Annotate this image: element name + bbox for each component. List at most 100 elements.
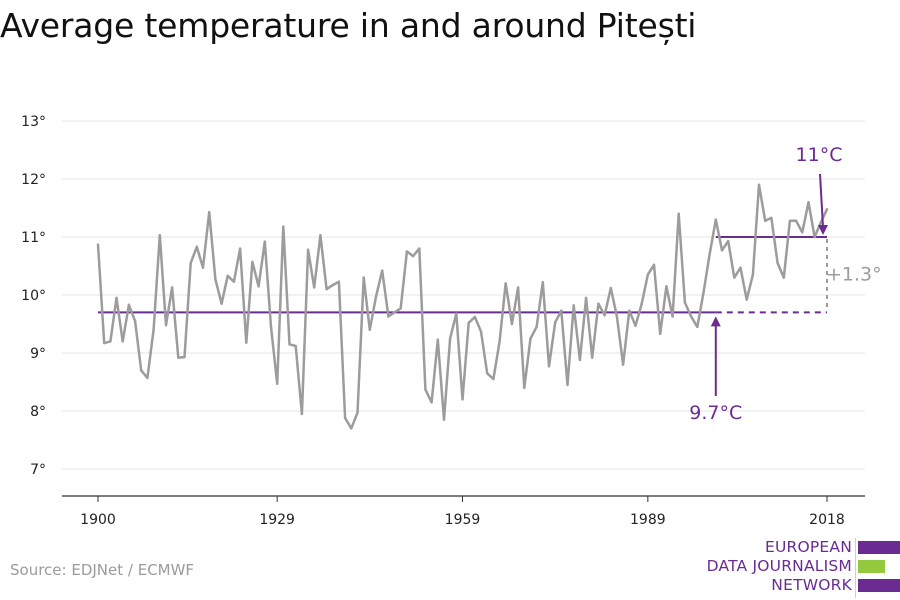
data-point bbox=[275, 382, 279, 385]
data-point bbox=[498, 340, 501, 343]
data-point bbox=[708, 253, 711, 256]
data-point bbox=[189, 261, 192, 265]
data-point bbox=[461, 398, 464, 401]
data-point bbox=[702, 292, 705, 295]
data-point bbox=[739, 266, 742, 269]
x-axis-ticks: 1900 1929 1959 1989 2018 bbox=[80, 496, 845, 528]
data-point bbox=[380, 269, 384, 272]
x-tick-label: 1959 bbox=[445, 512, 481, 528]
data-point bbox=[510, 322, 514, 326]
data-point bbox=[356, 411, 359, 414]
data-point bbox=[597, 302, 600, 305]
data-point bbox=[337, 280, 341, 283]
data-point bbox=[733, 276, 736, 279]
y-tick-label: 7° bbox=[30, 462, 46, 478]
y-tick-label: 10° bbox=[21, 288, 46, 304]
data-point bbox=[788, 219, 792, 222]
data-point bbox=[825, 207, 829, 211]
chart-title: Average temperature in and around Piteșt… bbox=[0, 6, 697, 45]
data-point bbox=[584, 296, 588, 300]
data-point bbox=[214, 278, 217, 281]
data-point bbox=[325, 288, 328, 291]
data-point bbox=[794, 219, 798, 222]
logo-bar-green bbox=[858, 560, 885, 573]
data-point bbox=[665, 285, 668, 288]
data-point bbox=[782, 276, 785, 279]
baseline-label: 9.7°C bbox=[689, 402, 742, 424]
data-point bbox=[430, 401, 433, 404]
y-tick-label: 12° bbox=[21, 172, 46, 188]
logo-line-3: NETWORK bbox=[771, 576, 852, 594]
data-point bbox=[819, 221, 823, 224]
y-tick-label: 13° bbox=[21, 114, 46, 130]
x-tick-label: 1989 bbox=[630, 512, 666, 528]
data-point bbox=[374, 295, 378, 298]
data-point bbox=[158, 234, 161, 237]
data-point bbox=[751, 273, 755, 276]
logo-line-1: EUROPEAN bbox=[764, 538, 852, 556]
data-point bbox=[251, 260, 254, 264]
data-point bbox=[418, 247, 421, 250]
data-point bbox=[362, 276, 365, 279]
data-point bbox=[615, 315, 619, 318]
data-point bbox=[288, 343, 291, 346]
data-point bbox=[776, 261, 779, 265]
data-point bbox=[683, 301, 687, 304]
x-tick-label: 2018 bbox=[809, 512, 845, 528]
recent-arrow bbox=[819, 173, 824, 228]
data-point bbox=[560, 309, 563, 312]
data-point bbox=[226, 274, 229, 278]
data-point bbox=[306, 248, 310, 251]
data-point bbox=[553, 321, 557, 324]
data-point bbox=[628, 309, 631, 312]
data-point bbox=[448, 337, 452, 340]
x-tick-label: 1900 bbox=[80, 512, 116, 528]
data-point bbox=[621, 363, 625, 366]
annotation-labels: 9.7°C 11°C +1.3° bbox=[689, 144, 881, 424]
y-tick-label: 9° bbox=[30, 346, 46, 362]
data-point bbox=[115, 296, 118, 300]
data-point bbox=[726, 239, 730, 243]
data-point bbox=[220, 302, 223, 305]
data-point bbox=[591, 356, 594, 359]
y-tick-label: 8° bbox=[30, 404, 46, 420]
data-point bbox=[109, 340, 112, 343]
data-point bbox=[770, 216, 773, 220]
data-points bbox=[96, 183, 829, 430]
temperature-series-line bbox=[96, 183, 829, 430]
data-point bbox=[801, 231, 804, 234]
data-point bbox=[813, 235, 816, 239]
data-point bbox=[646, 273, 650, 276]
data-point bbox=[140, 369, 143, 372]
data-point bbox=[609, 286, 612, 290]
data-point bbox=[696, 325, 699, 329]
data-point bbox=[343, 416, 347, 420]
data-point bbox=[232, 280, 236, 283]
annotations bbox=[98, 236, 828, 314]
data-point bbox=[201, 266, 205, 269]
data-point bbox=[603, 314, 606, 317]
data-point bbox=[677, 212, 680, 215]
data-point bbox=[442, 418, 446, 421]
data-point bbox=[319, 234, 322, 237]
data-point bbox=[238, 247, 242, 250]
data-point bbox=[183, 355, 186, 359]
data-point bbox=[152, 328, 155, 331]
source-note: Source: EDJNet / ECMWF bbox=[10, 561, 195, 579]
logo-bar-purple bbox=[858, 541, 900, 554]
data-point bbox=[720, 249, 724, 252]
data-point bbox=[387, 315, 390, 318]
data-point bbox=[572, 304, 575, 307]
data-point bbox=[467, 321, 470, 325]
data-point bbox=[541, 281, 545, 284]
data-point bbox=[529, 337, 532, 340]
data-point bbox=[313, 286, 316, 289]
data-point bbox=[121, 340, 124, 343]
data-point bbox=[300, 412, 304, 416]
data-point bbox=[764, 219, 767, 222]
data-point bbox=[257, 285, 260, 288]
data-point bbox=[634, 324, 637, 327]
data-point bbox=[177, 356, 180, 359]
data-point bbox=[269, 325, 273, 329]
logo-line-2: DATA JOURNALISM bbox=[706, 557, 852, 575]
